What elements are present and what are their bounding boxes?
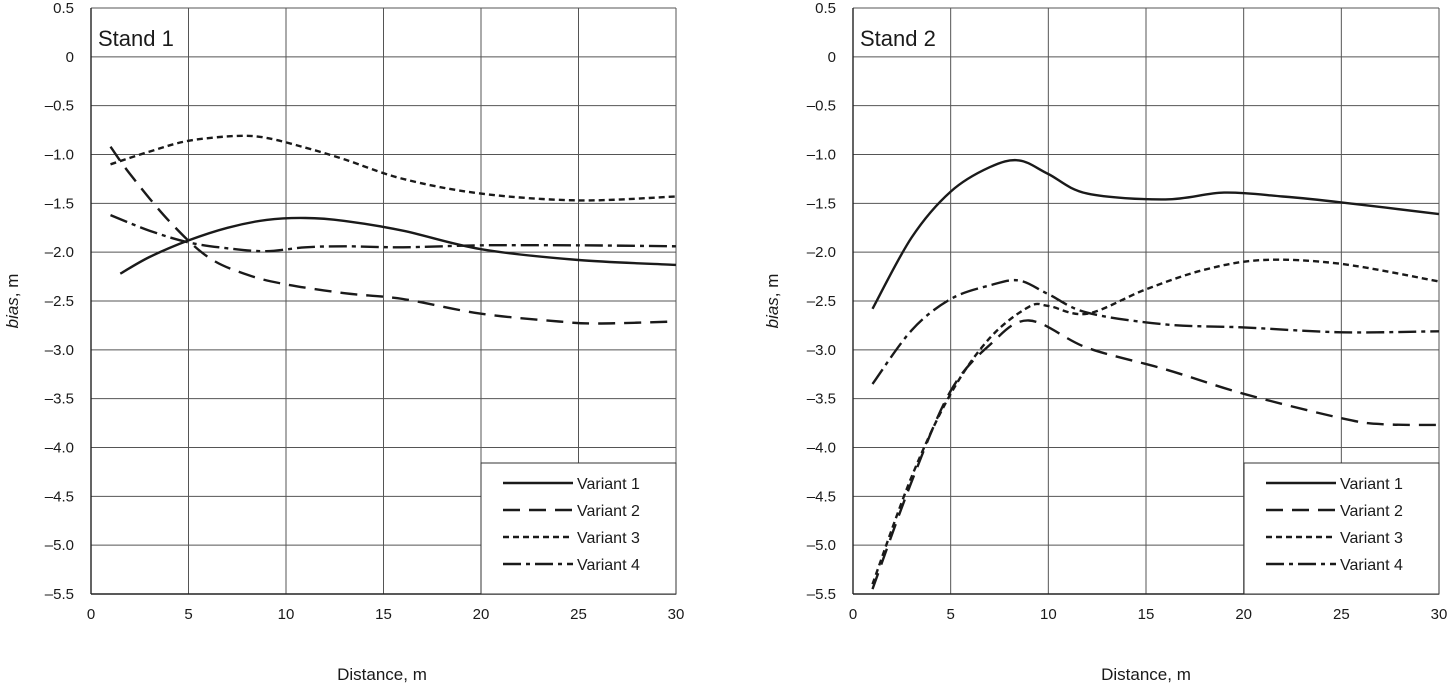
y-tick-label: –0.5 xyxy=(45,98,74,115)
x-tick-label: 0 xyxy=(849,606,857,623)
series-line-2 xyxy=(109,145,677,325)
y-tick-label: –4.0 xyxy=(807,440,836,457)
y-tick-label: –1.5 xyxy=(45,195,74,212)
x-tick-label: 20 xyxy=(1235,606,1252,623)
y-tick-label: 0 xyxy=(66,49,74,66)
legend-label: Variant 3 xyxy=(1340,530,1403,547)
y-axis-title: bias, m xyxy=(3,274,22,329)
series-line-3 xyxy=(110,134,677,202)
series-line-4 xyxy=(110,213,677,253)
panel-title: Stand 2 xyxy=(860,26,936,51)
chart-panel-1: 0.5 0 –0.5 –1.0 –1.5 –2.0 –2.5 –3.0 –3.5 –4.0 –4.5… xyxy=(3,0,684,684)
legend: Variant 1 Variant 2 Variant 3 Variant 4 xyxy=(1243,462,1440,595)
series-line-4 xyxy=(871,278,1440,385)
x-tick-label: 10 xyxy=(1040,606,1057,623)
y-tick-label: –2.5 xyxy=(45,293,74,310)
y-tick-label: –1.0 xyxy=(45,147,74,164)
y-tick-label: –2.5 xyxy=(807,293,836,310)
x-tick-label: 25 xyxy=(1333,606,1350,623)
y-tick-label: –2.0 xyxy=(45,244,74,261)
y-tick-label: 0.5 xyxy=(815,0,836,17)
x-tick-label: 5 xyxy=(946,606,954,623)
y-tick-label: 0 xyxy=(828,49,836,66)
x-tick-label: 15 xyxy=(375,606,392,623)
y-tick-label: –5.5 xyxy=(45,586,74,603)
x-tick-label: 20 xyxy=(473,606,490,623)
y-tick-label: –5.5 xyxy=(807,586,836,603)
y-tick-label: –0.5 xyxy=(807,98,836,115)
legend: Variant 1 Variant 2 Variant 3 Variant 4 xyxy=(480,462,677,595)
y-tick-label: –4.0 xyxy=(45,440,74,457)
x-tick-label: 25 xyxy=(570,606,587,623)
x-tick-label: 30 xyxy=(1431,606,1447,623)
series-line-3 xyxy=(871,258,1440,585)
panel-title-box xyxy=(92,9,187,45)
y-tick-label: –2.0 xyxy=(807,244,836,261)
legend-label: Variant 2 xyxy=(577,503,640,520)
y-tick-label: –5.0 xyxy=(807,537,836,554)
x-tick-label: 30 xyxy=(668,606,685,623)
chart-panel-2: 0.5 0 –0.5 –1.0 –1.5 –2.0 –2.5 –3.0 –3.5 –4.0 –4.5… xyxy=(763,0,1447,684)
y-tick-label: –3.5 xyxy=(807,391,836,408)
legend-label: Variant 2 xyxy=(1340,503,1403,520)
y-tick-label: –3.0 xyxy=(807,342,836,359)
panel-title-box xyxy=(854,9,949,45)
legend-label: Variant 1 xyxy=(577,476,640,493)
y-tick-label: –4.5 xyxy=(45,488,74,505)
series-line-1 xyxy=(871,158,1440,310)
y-tick-label: –4.5 xyxy=(807,488,836,505)
y-tick-label: –1.5 xyxy=(807,195,836,212)
x-tick-label: 0 xyxy=(87,606,95,623)
legend-box xyxy=(1243,462,1440,595)
x-tick-label: 5 xyxy=(184,606,192,623)
y-tick-label: –3.0 xyxy=(45,342,74,359)
x-axis-title: Distance, m xyxy=(337,665,427,684)
x-tick-label: 15 xyxy=(1138,606,1155,623)
legend-label: Variant 4 xyxy=(577,557,640,574)
legend-label: Variant 3 xyxy=(577,530,640,547)
x-axis-title: Distance, m xyxy=(1101,665,1191,684)
legend-label: Variant 4 xyxy=(1340,557,1403,574)
panel-title: Stand 1 xyxy=(98,26,174,51)
y-tick-label: –5.0 xyxy=(45,537,74,554)
x-tick-label: 10 xyxy=(278,606,295,623)
legend-label: Variant 1 xyxy=(1340,476,1403,493)
series-line-1 xyxy=(119,216,677,275)
y-tick-label: –1.0 xyxy=(807,147,836,164)
y-axis-title: bias, m xyxy=(763,274,782,329)
y-tick-label: 0.5 xyxy=(53,0,74,17)
y-tick-label: –3.5 xyxy=(45,391,74,408)
legend-box xyxy=(480,462,677,595)
